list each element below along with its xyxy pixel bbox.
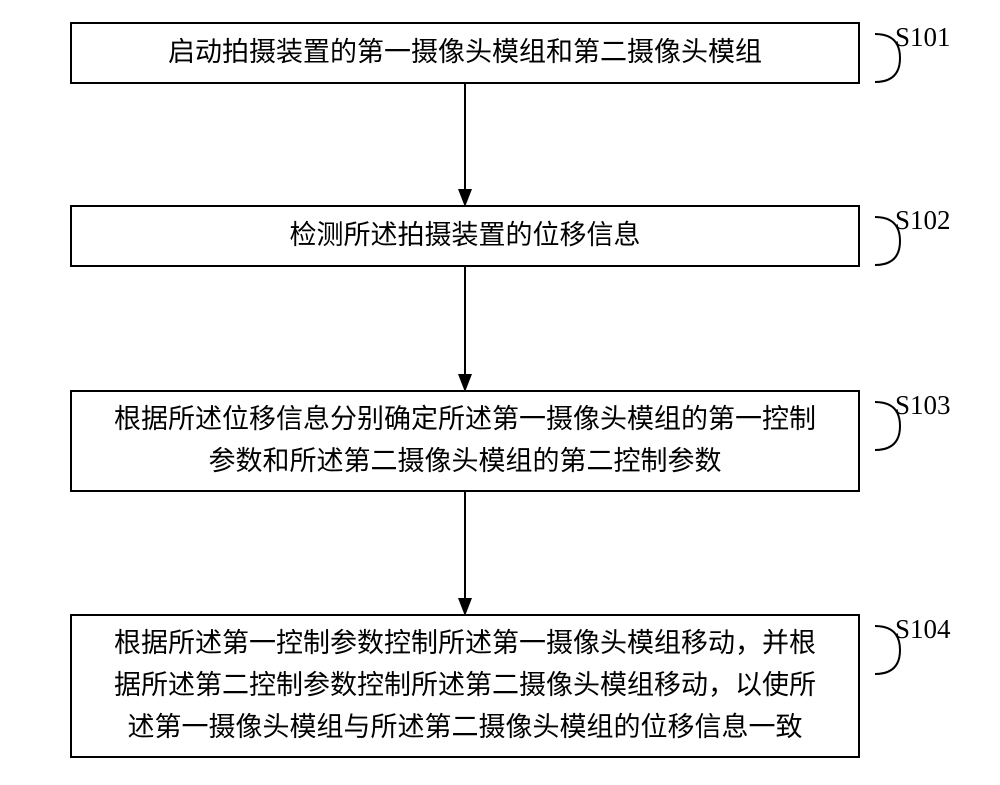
flowchart-node-s102: 检测所述拍摄装置的位移信息 [70, 205, 860, 267]
flowchart-node-text: 根据所述第一控制参数控制所述第一摄像头模组移动，并根 据所述第二控制参数控制所述… [114, 623, 816, 749]
flowchart-canvas: 启动拍摄装置的第一摄像头模组和第二摄像头模组检测所述拍摄装置的位移信息根据所述位… [0, 0, 1000, 785]
flowchart-node-s104: 根据所述第一控制参数控制所述第一摄像头模组移动，并根 据所述第二控制参数控制所述… [70, 614, 860, 758]
flowchart-node-s103: 根据所述位移信息分别确定所述第一摄像头模组的第一控制 参数和所述第二摄像头模组的… [70, 390, 860, 492]
step-label-s101: S101 [895, 22, 951, 53]
flowchart-node-text: 启动拍摄装置的第一摄像头模组和第二摄像头模组 [168, 32, 762, 74]
step-label-s103: S103 [895, 390, 951, 421]
flowchart-node-s101: 启动拍摄装置的第一摄像头模组和第二摄像头模组 [70, 22, 860, 84]
flowchart-node-text: 检测所述拍摄装置的位移信息 [290, 215, 641, 257]
step-label-s104: S104 [895, 614, 951, 645]
step-label-s102: S102 [895, 205, 951, 236]
flowchart-node-text: 根据所述位移信息分别确定所述第一摄像头模组的第一控制 参数和所述第二摄像头模组的… [114, 399, 816, 483]
